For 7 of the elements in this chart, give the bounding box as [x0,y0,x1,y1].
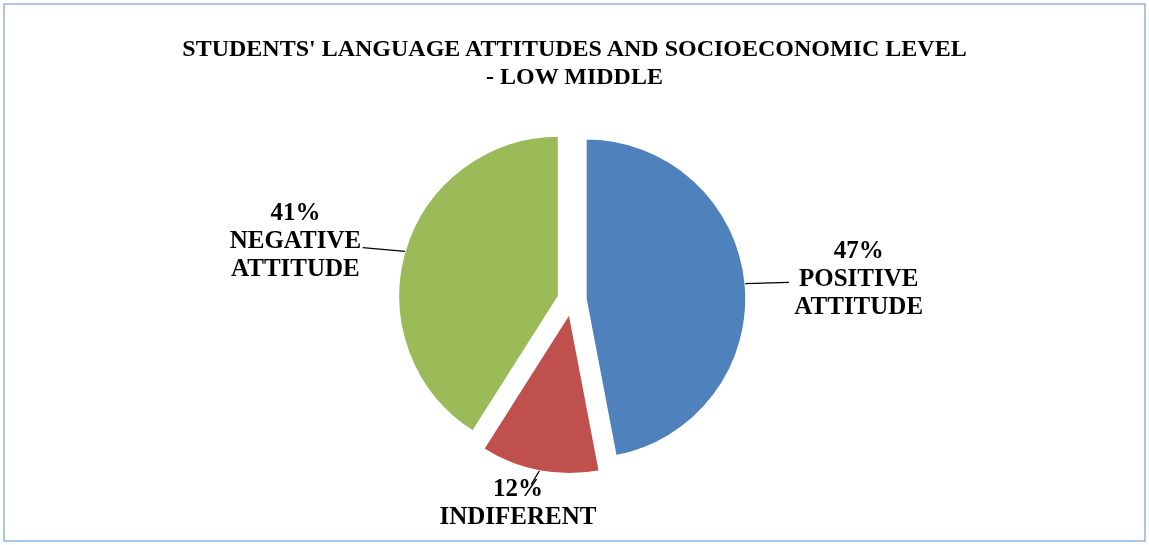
data-label: 12% [493,474,544,502]
slice-label: INDIFERENT [439,502,597,530]
data-label: 41% [270,197,321,225]
slice-label: NEGATIVE ATTITUDE [229,225,362,281]
chart-title: STUDENTS' LANGUAGE ATTITUDES AND SOCIOECONOMIC LEVEL - LOW MIDDLE [182,35,967,89]
slice-label: POSITIVE ATTITUDE [794,264,924,320]
data-label: 47% [833,236,884,264]
